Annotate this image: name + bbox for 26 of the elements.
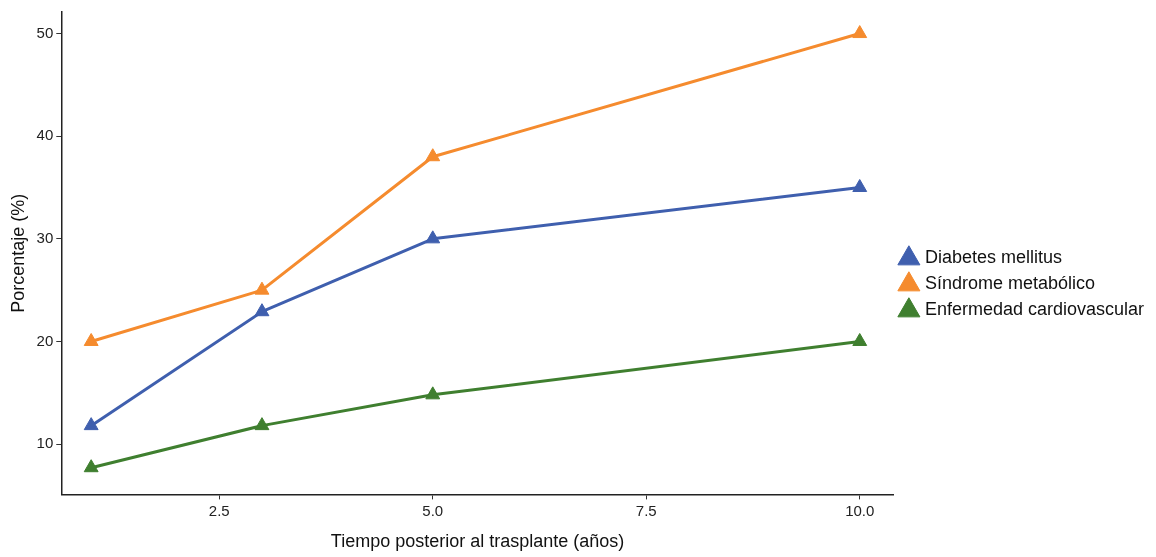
point <box>83 417 99 431</box>
y-axis-title: Porcentaje (%) <box>7 193 28 313</box>
point <box>425 386 441 400</box>
point <box>852 332 868 346</box>
point <box>425 148 441 162</box>
legend-label: Enfermedad cardiovascular <box>924 299 1145 320</box>
point <box>254 417 270 431</box>
y-tick-label: 50 <box>36 23 54 41</box>
y-tick-label: 10 <box>36 434 54 452</box>
point <box>254 303 270 317</box>
point <box>852 25 868 39</box>
x-tick-label: 10.0 <box>845 501 875 519</box>
point <box>83 459 99 473</box>
legend-label: Diabetes mellitus <box>924 247 1062 268</box>
x-tick-label: 2.5 <box>208 501 230 519</box>
point <box>83 332 99 346</box>
y-tick-label: 30 <box>36 228 54 246</box>
y-tick-label: 20 <box>36 331 54 349</box>
point <box>425 230 441 244</box>
point <box>254 281 270 295</box>
x-tick-label: 5.0 <box>422 501 444 519</box>
x-axis-title: Tiempo posterior al trasplante (años) <box>330 531 625 552</box>
y-tick-label: 40 <box>36 126 54 144</box>
point <box>852 179 868 193</box>
x-tick-label: 7.5 <box>635 501 657 519</box>
legend-label: Síndrome metabólico <box>924 273 1095 294</box>
